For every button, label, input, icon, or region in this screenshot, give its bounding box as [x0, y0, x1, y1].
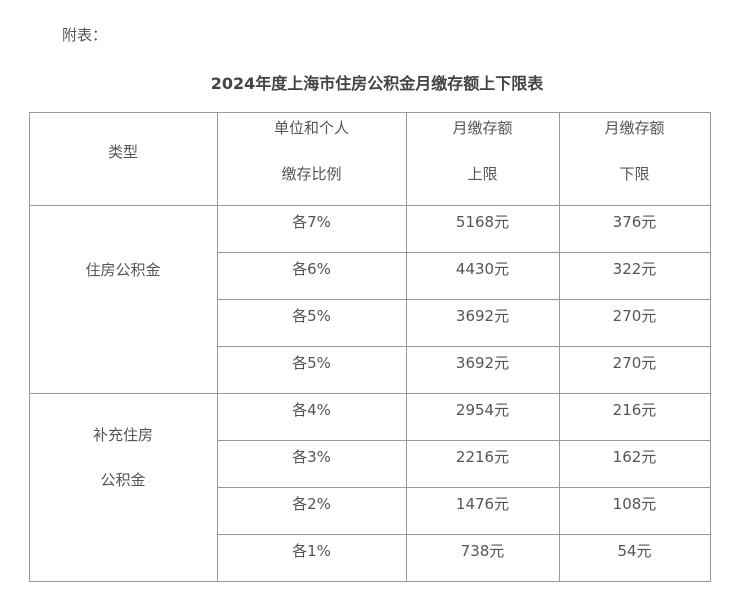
type-cell: 公积金 — [100, 471, 146, 489]
row-divider — [217, 299, 711, 300]
ratio-cell: 各3% — [292, 448, 331, 466]
ratio-cell: 各5% — [292, 307, 331, 325]
ratio-cell: 各6% — [292, 260, 331, 278]
lower-limit-cell: 216元 — [612, 401, 657, 419]
lower-limit-cell: 162元 — [612, 448, 657, 466]
header-upper: 月缴存额 — [452, 119, 513, 137]
lower-limit-cell: 270元 — [612, 354, 657, 372]
table-border — [29, 393, 711, 394]
upper-limit-cell: 2216元 — [455, 448, 510, 466]
row-divider — [217, 487, 711, 488]
header-type: 类型 — [107, 143, 138, 161]
table-border — [29, 205, 711, 206]
ratio-cell: 各2% — [292, 495, 331, 513]
table-border — [29, 112, 711, 113]
upper-limit-cell: 3692元 — [455, 354, 510, 372]
row-divider — [217, 346, 711, 347]
column-divider — [559, 112, 560, 582]
upper-limit-cell: 738元 — [460, 542, 505, 560]
lower-limit-cell: 376元 — [612, 213, 657, 231]
upper-limit-cell: 3692元 — [455, 307, 510, 325]
row-divider — [217, 252, 711, 253]
column-divider — [710, 112, 711, 582]
header-ratio: 缴存比例 — [281, 165, 342, 183]
ratio-cell: 各5% — [292, 354, 331, 372]
header-lower: 月缴存额 — [604, 119, 665, 137]
lower-limit-cell: 54元 — [617, 542, 652, 560]
upper-limit-cell: 1476元 — [455, 495, 510, 513]
header-lower: 下限 — [619, 165, 650, 183]
table-title: 2024年度上海市住房公积金月缴存额上下限表 — [210, 74, 544, 93]
column-divider — [29, 112, 30, 582]
lower-limit-cell: 322元 — [612, 260, 657, 278]
header-upper: 上限 — [467, 165, 498, 183]
appendix-label: 附表： — [62, 26, 108, 44]
upper-limit-cell: 5168元 — [455, 213, 510, 231]
ratio-cell: 各1% — [292, 542, 331, 560]
row-divider — [217, 440, 711, 441]
type-cell: 住房公积金 — [85, 261, 161, 279]
ratio-cell: 各4% — [292, 401, 331, 419]
column-divider — [406, 112, 407, 582]
type-cell: 补充住房 — [92, 426, 153, 444]
upper-limit-cell: 2954元 — [455, 401, 510, 419]
lower-limit-cell: 108元 — [612, 495, 657, 513]
lower-limit-cell: 270元 — [612, 307, 657, 325]
ratio-cell: 各7% — [292, 213, 331, 231]
header-ratio: 单位和个人 — [273, 119, 349, 137]
table-border — [29, 581, 711, 582]
row-divider — [217, 534, 711, 535]
column-divider — [217, 112, 218, 582]
upper-limit-cell: 4430元 — [455, 260, 510, 278]
